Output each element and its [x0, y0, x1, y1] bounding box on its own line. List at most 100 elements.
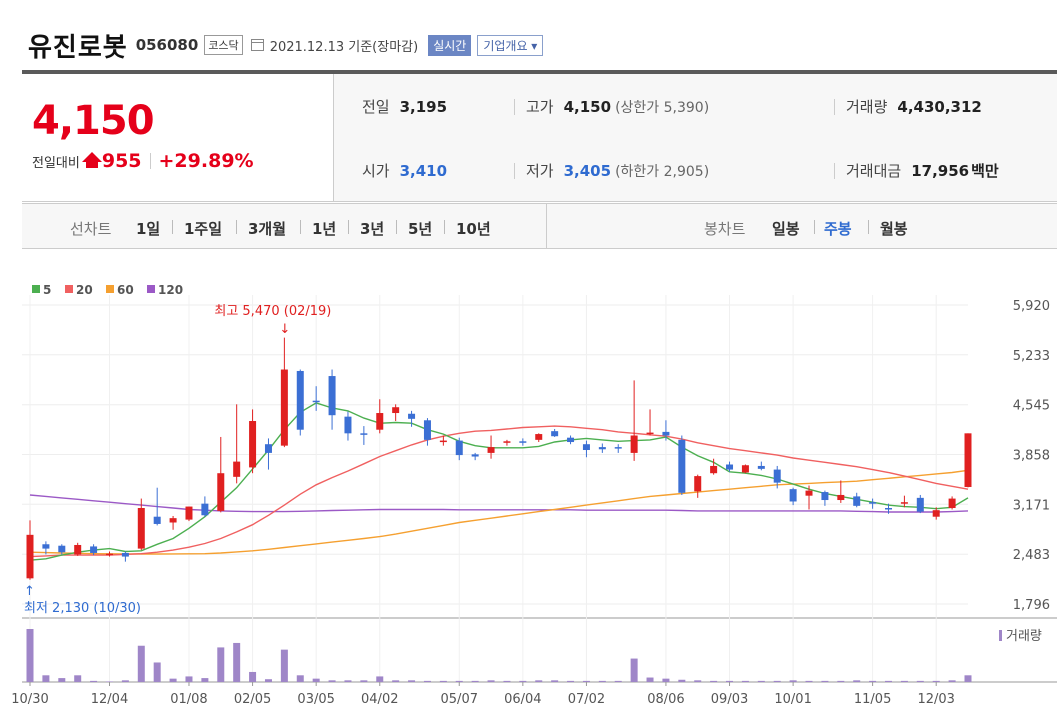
volume-bar — [551, 680, 559, 682]
stat-label: 거래대금 — [846, 162, 902, 180]
candle-body — [646, 432, 654, 435]
volume-bar — [535, 680, 543, 682]
x-tick-label: 07/02 — [568, 692, 605, 707]
divider — [868, 220, 869, 234]
volume-bar — [885, 680, 893, 682]
stat-unit: 백만 — [971, 162, 999, 180]
x-tick-label: 01/08 — [170, 692, 207, 707]
candle-body — [630, 435, 638, 453]
candle-body — [662, 431, 670, 436]
candle-body — [582, 444, 590, 451]
tab-5y[interactable]: 5년 — [408, 220, 433, 238]
tab-monthly[interactable]: 월봉 — [880, 220, 908, 238]
volume-bar — [821, 680, 829, 682]
tab-1d[interactable]: 1일 — [136, 220, 161, 238]
candle-body — [678, 439, 686, 493]
volume-bar — [360, 680, 368, 682]
volume-bar — [344, 680, 352, 682]
volume-bar — [169, 678, 177, 682]
volume-legend-swatch — [999, 630, 1002, 641]
tab-3m[interactable]: 3개월 — [248, 220, 287, 238]
candle-body — [201, 503, 209, 516]
current-price: 4,150 — [32, 98, 155, 144]
volume-bar — [503, 680, 511, 682]
x-tick-label: 05/07 — [441, 692, 478, 707]
legend-swatch — [32, 285, 40, 293]
volume-bar — [519, 680, 527, 682]
candle-body — [264, 444, 272, 453]
stat-value: 17,956 — [911, 162, 970, 180]
x-tick-label: 10/01 — [774, 692, 811, 707]
x-tick-label: 10/30 — [11, 692, 48, 707]
divider — [348, 220, 349, 234]
ma60-line — [29, 469, 969, 555]
stat-prev-close: 전일 3,195 — [362, 96, 447, 117]
volume-bar — [678, 679, 686, 682]
company-overview-button[interactable]: 기업개요 ▾ — [477, 34, 544, 56]
stat-value: 3,195 — [399, 98, 448, 116]
y-tick-label: 3,858 — [1013, 449, 1050, 464]
candle-body — [757, 465, 765, 469]
candle-body — [408, 413, 416, 419]
candle-body — [439, 440, 447, 443]
volume-bar — [423, 680, 431, 682]
candle-body — [932, 510, 940, 517]
volume-bar — [74, 675, 82, 682]
candle-chart-label: 봉차트 — [704, 220, 746, 238]
candle-body — [455, 440, 463, 456]
volume-legend-label: 거래량 — [1006, 629, 1042, 644]
tab-10y[interactable]: 10년 — [456, 220, 491, 238]
volume-bar — [710, 680, 718, 682]
candle-body — [249, 421, 257, 468]
volume-bar — [582, 680, 590, 682]
candle-body — [964, 433, 972, 487]
volume-bar — [726, 680, 734, 682]
volume-bar — [312, 678, 320, 682]
candle-body — [471, 454, 479, 457]
volume-bar — [789, 680, 797, 682]
stock-name: 유진로봇 — [28, 32, 128, 63]
legend-label: 60 — [117, 283, 134, 297]
volume-bar — [264, 679, 272, 682]
volume-bar — [392, 680, 400, 682]
volume-bar — [900, 680, 908, 682]
divider — [834, 99, 835, 115]
legend-label: 120 — [158, 283, 183, 297]
candle-body — [535, 434, 543, 440]
volume-bar — [185, 676, 193, 682]
volume-bar — [630, 658, 638, 682]
stat-open: 시가 3,410 — [362, 160, 447, 181]
x-tick-label: 03/05 — [297, 692, 334, 707]
low-annotation: 최저 2,130 (10/30) — [24, 601, 141, 616]
tab-daily[interactable]: 일봉 — [772, 220, 800, 238]
candle-body — [916, 497, 924, 512]
candle-body — [42, 544, 50, 549]
realtime-button[interactable]: 실시간 — [428, 34, 472, 56]
y-tick-label: 3,171 — [1013, 498, 1050, 513]
volume-bar — [439, 680, 447, 682]
down-arrow-icon: ↓ — [279, 322, 290, 337]
volume-bar — [153, 662, 161, 682]
volume-bar — [42, 675, 50, 682]
candle-body — [503, 441, 511, 443]
tab-3y[interactable]: 3년 — [360, 220, 385, 238]
candle-body — [328, 376, 336, 416]
volume-bar — [455, 680, 463, 682]
tab-1y[interactable]: 1년 — [312, 220, 337, 238]
y-tick-label: 4,545 — [1013, 399, 1050, 414]
candle-body — [900, 502, 908, 504]
candle-body — [185, 506, 193, 520]
stat-low: 저가 3,405 (하한가 2,905) — [526, 160, 709, 181]
candle-body — [360, 433, 368, 435]
candle-body — [233, 461, 241, 477]
stock-code: 056080 — [135, 36, 199, 54]
stat-high: 고가 4,150 (상한가 5,390) — [526, 96, 709, 117]
volume-bar — [662, 678, 670, 682]
candle-body — [789, 489, 797, 502]
legend-label: 20 — [76, 283, 93, 297]
tab-weekly[interactable]: 주봉 — [824, 220, 852, 238]
up-arrow-icon — [81, 152, 102, 162]
volume-bar — [646, 677, 654, 682]
tab-1w[interactable]: 1주일 — [184, 220, 223, 238]
